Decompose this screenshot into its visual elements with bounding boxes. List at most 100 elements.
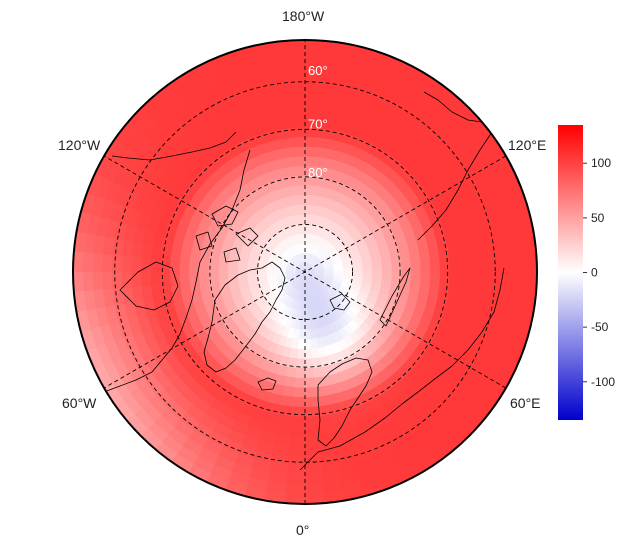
field-cell [304,473,324,485]
field-cell [304,377,316,389]
field-cell [286,464,306,476]
field-cell [286,59,306,71]
field-cell [468,271,480,288]
field-cell [217,264,229,273]
field-cell [169,282,182,296]
latitude-label: 60° [308,63,328,78]
field-cell [169,248,182,262]
field-cell [121,255,132,273]
lon-label-60e: 60°E [510,395,541,411]
field-cell [439,271,451,285]
colorbar: 100 50 0 -50 -100 [558,125,615,420]
field-cell [304,146,317,157]
field-cell [428,282,441,296]
field-cell [304,184,313,196]
colorbar-gradient [558,125,583,420]
field-cell [297,339,306,350]
field-cell [130,256,142,273]
scandinavia-coast [317,357,373,447]
field-cell [289,347,299,360]
field-cell [310,194,319,206]
field-cell [179,271,190,284]
field-cell [449,258,460,273]
field-cell [294,155,306,167]
hudson-bay-coast [119,261,179,311]
field-cell [282,385,296,398]
colorbar-tick-label: 100 [591,156,611,170]
field-cell [526,271,537,293]
field-cell [282,146,296,159]
field-cell [314,146,328,159]
latitude-labels: 60° 70° 80° [308,63,328,180]
field-cell [101,253,113,273]
field-cell [304,97,321,109]
field-cell [284,493,306,504]
field-cell [281,136,295,149]
field-cell [304,396,318,408]
field-cell [399,280,412,291]
svalbard-coast [329,293,351,311]
field-cell [111,254,123,273]
field-cell [292,396,306,408]
field-cell [150,271,161,286]
field-cell [304,204,312,215]
lon-label-180w: 180°W [282,8,325,24]
field-cell [439,259,451,273]
field-cell [286,473,306,485]
archipelago-coast [195,205,259,263]
field-cell [304,49,325,61]
field-cell [429,259,441,273]
field-cell [73,251,84,273]
colorbar-tick-label: -100 [591,375,615,389]
field-cell [82,271,94,292]
field-cell [506,271,518,291]
field-cell [297,348,306,360]
field-cell [292,136,306,148]
field-cell [295,165,306,177]
colorbar-ticks: 100 50 0 -50 -100 [583,156,615,389]
field-cell [292,406,306,418]
field-cell [304,425,320,437]
coastlines [91,91,505,471]
field-cell [458,271,470,287]
field-cell [478,271,489,289]
graticule [103,40,507,504]
field-cell [198,262,210,273]
field-cell [429,271,441,285]
field-cell [291,117,306,128]
field-cell [300,310,306,321]
field-cell [198,253,211,264]
field-cell [189,251,201,264]
lon-label-0: 0° [296,522,310,538]
novaya-zemlya-coast [379,267,411,327]
field-cell [449,271,460,286]
field-cell [304,78,323,90]
field-cell [333,271,344,276]
field-cell [294,377,306,389]
latitude-circle [256,223,354,321]
field-cell [410,261,422,273]
colorbar-tick-label: -50 [591,320,609,334]
field-cell [304,406,318,418]
field-cell [381,264,393,273]
field-cell [82,252,94,273]
field-cell [285,483,306,495]
field-cell [293,387,306,398]
field-cell [237,265,248,273]
field-cell [227,258,239,267]
field-cell [281,395,295,408]
field-cell [293,146,306,157]
field-cell [140,271,152,287]
field-cell [458,257,470,273]
field-cell [487,271,499,290]
latitude-label: 80° [308,165,328,180]
field-cell [381,271,393,280]
field-cell [92,271,104,291]
field-cell [304,233,309,244]
field-cell [352,271,364,278]
field-cell [497,253,509,273]
field-cell [287,454,306,466]
field-cell [297,184,306,196]
field-cell [304,213,311,225]
